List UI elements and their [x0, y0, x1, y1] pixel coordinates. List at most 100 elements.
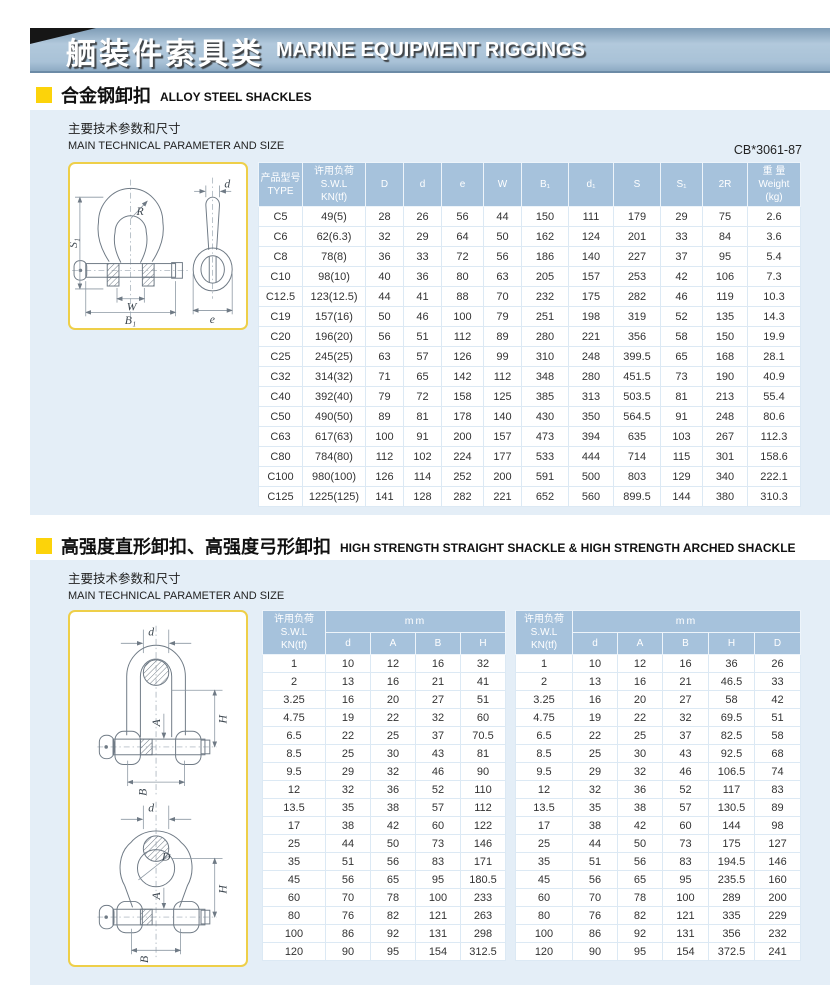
table-row: 1 10 12 16 32 — [262, 654, 506, 673]
cell: 112 — [460, 798, 506, 817]
cell: 140 — [568, 246, 614, 267]
cell: 63 — [365, 346, 404, 367]
cell: 9.5 — [515, 762, 573, 781]
cell: 158.6 — [747, 446, 801, 467]
cell: 58 — [660, 326, 703, 347]
cell: 68 — [753, 744, 802, 763]
column-header: A — [617, 632, 663, 655]
cell: 22 — [325, 726, 371, 745]
cell: 131 — [415, 924, 461, 943]
dim-label-B: B — [138, 956, 151, 963]
table-row: 1 10 12 16 36 26 — [515, 654, 802, 673]
cell: 50 — [617, 834, 663, 853]
cell: 81 — [660, 386, 703, 407]
cell: 95 — [415, 870, 461, 889]
cell: 45 — [262, 870, 326, 889]
cell: 130.5 — [708, 798, 755, 817]
cell: 140 — [483, 406, 522, 427]
cell: 1225(125) — [302, 486, 366, 507]
dim-label-d: d — [148, 625, 154, 638]
cell: 32 — [572, 780, 618, 799]
cell: 784(80) — [302, 446, 366, 467]
cell: 16 — [325, 690, 371, 709]
cell: 12 — [262, 780, 326, 799]
table-row: 3.25 16 20 27 58 42 — [515, 690, 802, 709]
cell: 224 — [441, 446, 484, 467]
cell: 33 — [403, 246, 442, 267]
cell: 72 — [441, 246, 484, 267]
cell: 114 — [403, 466, 442, 487]
cell: 310 — [521, 346, 569, 367]
unit-header: mm — [571, 609, 802, 634]
table-row: 17 38 42 60 144 98 — [515, 816, 802, 835]
swl-column-header: 许用负荷 S.W.L KN(tf) — [515, 610, 573, 655]
cell: 36 — [617, 780, 663, 799]
cell: 635 — [613, 426, 661, 447]
section2-panel: 主要技术参数和尺寸 MAIN TECHNICAL PARAMETER AND S… — [30, 560, 830, 985]
section2-title-zh: 高强度直形卸扣、高强度弓形卸扣 — [61, 537, 331, 557]
cell: 115 — [660, 446, 703, 467]
table-row: 25 44 50 73 175 127 — [515, 834, 802, 853]
cell: 157 — [568, 266, 614, 287]
cell: 252 — [441, 466, 484, 487]
table-row: 80 76 82 121 335 229 — [515, 906, 802, 925]
cell: 16 — [415, 654, 461, 673]
cell: 92 — [370, 924, 416, 943]
cell: 227 — [613, 246, 661, 267]
dim-label-S1: S₁ — [70, 238, 80, 248]
cell: 980(100) — [302, 466, 366, 487]
subtitle-zh: 主要技术参数和尺寸 — [68, 122, 181, 136]
cell: 100 — [515, 924, 573, 943]
cell: 35 — [262, 852, 326, 871]
cell: C20 — [258, 326, 303, 347]
cell: 1 — [262, 654, 326, 673]
cell: 38 — [370, 798, 416, 817]
column-header: D — [753, 632, 802, 655]
dim-label-W: W — [127, 300, 138, 313]
cell: 4.75 — [262, 708, 326, 727]
cell: 652 — [521, 486, 569, 507]
cell: 14.3 — [747, 306, 801, 327]
cell: 100 — [441, 306, 484, 327]
cell: 135 — [702, 306, 748, 327]
table-row: C32 314(32) 71 65 142 112 348 280 451.5 73 190 40.9 — [258, 366, 801, 387]
dim-label-d: d — [148, 801, 154, 814]
cell: 90 — [572, 942, 618, 961]
column-header: S₁ — [660, 162, 703, 207]
cell: 35 — [572, 798, 618, 817]
cell: 73 — [660, 366, 703, 387]
cell: 25 — [572, 744, 618, 763]
cell: 98(10) — [302, 266, 366, 287]
dim-label-B1: B₁ — [125, 314, 136, 327]
cell: 180.5 — [460, 870, 506, 889]
cell: 503.5 — [613, 386, 661, 407]
cell: C63 — [258, 426, 303, 447]
cell: 29 — [572, 762, 618, 781]
cell: 196(20) — [302, 326, 366, 347]
cell: 29 — [403, 226, 442, 247]
cell: 144 — [660, 486, 703, 507]
cell: 42 — [660, 266, 703, 287]
cell: 29 — [660, 206, 703, 227]
cell: 128 — [403, 486, 442, 507]
cell: 60 — [262, 888, 326, 907]
column-header: B — [662, 632, 709, 655]
column-header: e — [441, 162, 484, 207]
cell: 490(50) — [302, 406, 366, 427]
cell: 106 — [702, 266, 748, 287]
section1-subtitle: 主要技术参数和尺寸 MAIN TECHNICAL PARAMETER AND S… — [68, 118, 284, 152]
cell: 36 — [370, 780, 416, 799]
cell: 95 — [662, 870, 709, 889]
cell: 2 — [515, 672, 573, 691]
cell: 26 — [403, 206, 442, 227]
cell: 32 — [365, 226, 404, 247]
cell: C5 — [258, 206, 303, 227]
cell: 37 — [662, 726, 709, 745]
cell: 79 — [365, 386, 404, 407]
cell: 313 — [568, 386, 614, 407]
cell: 154 — [662, 942, 709, 961]
section2-header: 高强度直形卸扣、高强度弓形卸扣 HIGH STRENGTH STRAIGHT S… — [36, 533, 796, 559]
cell: 17 — [262, 816, 326, 835]
cell: 64 — [441, 226, 484, 247]
cell: 83 — [753, 780, 802, 799]
